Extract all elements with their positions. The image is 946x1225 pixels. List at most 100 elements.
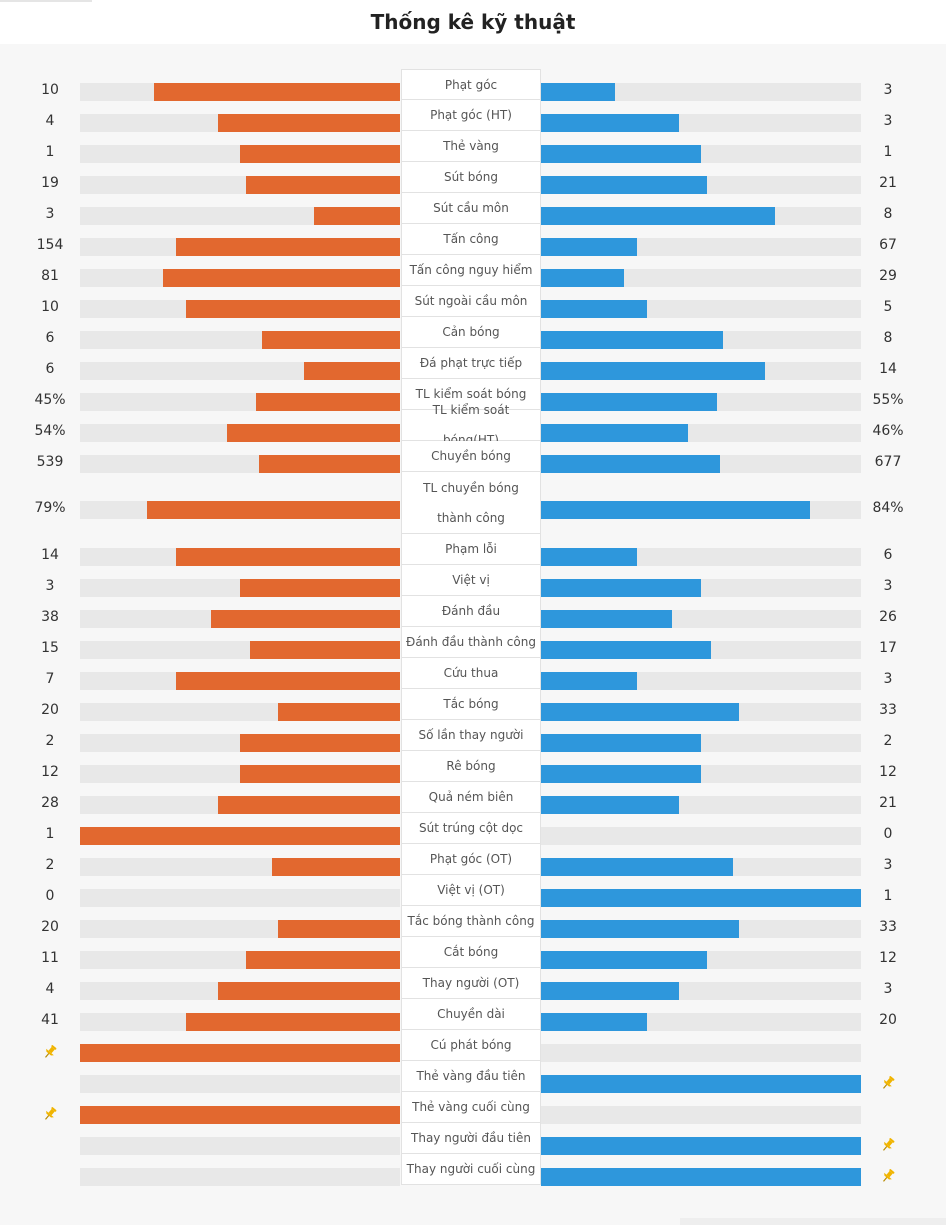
stat-row: 79% 84% TL chuyền bóng thành công [0,472,946,534]
stat-label: Thẻ vàng [401,131,541,162]
stat-row: 10 5 Sút ngoài cầu môn [0,286,946,318]
stat-row: 1 1 Thẻ vàng [0,131,946,163]
home-bar-track [80,269,400,287]
stat-row: 6 14 Đá phạt trực tiếp [0,348,946,380]
away-value: 8 [883,206,893,222]
home-bar-track [80,982,400,1000]
away-bar [541,114,679,132]
home-bar [250,641,400,659]
away-bar [541,1137,861,1155]
home-bar-track [80,1044,400,1062]
home-value: 154 [36,237,64,253]
home-bar [259,455,400,473]
away-value: 3 [883,671,893,687]
away-bar [541,579,701,597]
home-bar-track [80,83,400,101]
away-bar [541,145,701,163]
stat-label: Số lần thay người [401,720,541,751]
stat-row: 6 8 Cản bóng [0,317,946,349]
home-value: 15 [41,640,59,656]
home-bar-track [80,579,400,597]
home-bar [304,362,400,380]
header-bar [0,0,946,44]
away-bar-track [541,765,861,783]
away-bar-track [541,796,861,814]
home-bar [218,114,400,132]
home-bar-track [80,734,400,752]
stat-label: Phạt góc (HT) [401,100,541,131]
away-bar-track [541,300,861,318]
stat-row: 15 17 Đánh đầu thành công [0,627,946,659]
stat-label: Đánh đầu thành công [401,627,541,658]
home-bar [246,951,400,969]
home-bar-track [80,331,400,349]
home-bar [246,176,400,194]
home-value: 19 [41,175,59,191]
away-bar [541,858,733,876]
stat-row: Cú phát bóng [0,1030,946,1062]
home-bar-track [80,362,400,380]
away-value: 12 [879,764,897,780]
stat-row: 7 3 Cứu thua [0,658,946,690]
away-bar-track [541,83,861,101]
away-value: 12 [879,950,897,966]
stat-row: Thẻ vàng cuối cùng [0,1092,946,1124]
away-value: 46% [872,423,904,439]
home-bar [278,920,400,938]
home-bar-track [80,641,400,659]
stat-row: 10 3 Phạt góc [0,69,946,101]
stat-label: Đánh đầu [401,596,541,627]
stat-label: Phạm lỗi [401,534,541,565]
stat-label: Sút trúng cột dọc [401,813,541,844]
away-value: 3 [883,578,893,594]
top-left-tab-edge [0,0,92,2]
away-value: 67 [879,237,897,253]
away-bar-track [541,145,861,163]
home-bar [240,145,400,163]
away-bar [541,703,739,721]
home-bar-track [80,703,400,721]
away-bar [541,501,810,519]
stat-row: 4 3 Thay người (OT) [0,968,946,1000]
stat-label: Sút ngoài cầu môn [401,286,541,317]
away-bar [541,548,637,566]
stat-label: Thay người đầu tiên [401,1123,541,1154]
home-value: 2 [45,733,55,749]
away-bar-track [541,1044,861,1062]
pin-icon [880,1075,896,1091]
home-bar [186,1013,400,1031]
stat-label: Cắt bóng [401,937,541,968]
home-bar [240,765,400,783]
away-bar [541,331,723,349]
home-bar [218,796,400,814]
home-value: 2 [45,857,55,873]
home-value: 81 [41,268,59,284]
home-bar-track [80,1137,400,1155]
away-value: 0 [883,826,893,842]
away-value: 2 [883,733,893,749]
home-bar-track [80,765,400,783]
home-bar [80,1044,400,1062]
home-bar-track [80,796,400,814]
home-bar-track [80,145,400,163]
home-value: 54% [34,423,66,439]
stat-label: Sút bóng [401,162,541,193]
home-bar [272,858,400,876]
away-value: 29 [879,268,897,284]
home-bar-track [80,176,400,194]
away-value: 84% [872,500,904,516]
stat-row: 4 3 Phạt góc (HT) [0,100,946,132]
away-bar-track [541,579,861,597]
stat-label: TL chuyền bóng thành công [401,472,541,534]
home-value: 539 [36,454,64,470]
stat-label: TL kiểm soát bóng(HT) [401,403,541,447]
stat-row: 14 6 Phạm lỗi [0,534,946,566]
away-bar [541,889,861,907]
stat-label: Thay người cuối cùng [401,1154,541,1185]
away-bar-track [541,1075,861,1093]
stat-row: 81 29 Tấn công nguy hiểm [0,255,946,287]
away-bar [541,734,701,752]
home-bar-track [80,1075,400,1093]
home-bar [154,83,400,101]
